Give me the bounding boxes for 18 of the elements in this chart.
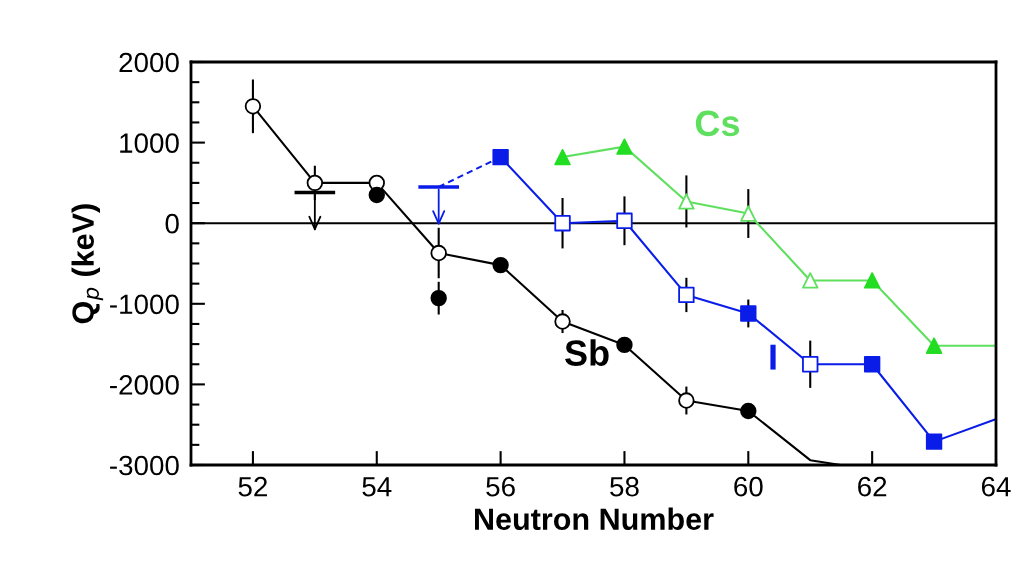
x-tick-label: 56 bbox=[486, 476, 515, 497]
y-axis-title: Q$_{p}$ (keV) bbox=[71, 204, 104, 324]
y-tick-label: 2000 bbox=[119, 52, 179, 73]
series-label: Cs bbox=[695, 110, 740, 137]
x-tick-label: 62 bbox=[858, 476, 887, 497]
series-label: Sb bbox=[565, 339, 609, 366]
x-tick-label: 54 bbox=[362, 477, 392, 497]
series-label: I bbox=[770, 344, 776, 370]
y-tick-label: -3000 bbox=[110, 455, 179, 476]
y-tick-label: -2000 bbox=[110, 375, 179, 395]
y-tick-label: -1000 bbox=[110, 294, 179, 315]
x-tick-label: 64 bbox=[981, 476, 1011, 497]
x-tick-label: 60 bbox=[734, 476, 763, 497]
x-axis-title: Neutron Number bbox=[475, 507, 714, 530]
y-tick-label: 0 bbox=[165, 213, 179, 234]
x-tick-label: 52 bbox=[238, 476, 267, 497]
x-tick-label: 58 bbox=[610, 476, 639, 497]
y-tick-label: 1000 bbox=[120, 133, 179, 153]
